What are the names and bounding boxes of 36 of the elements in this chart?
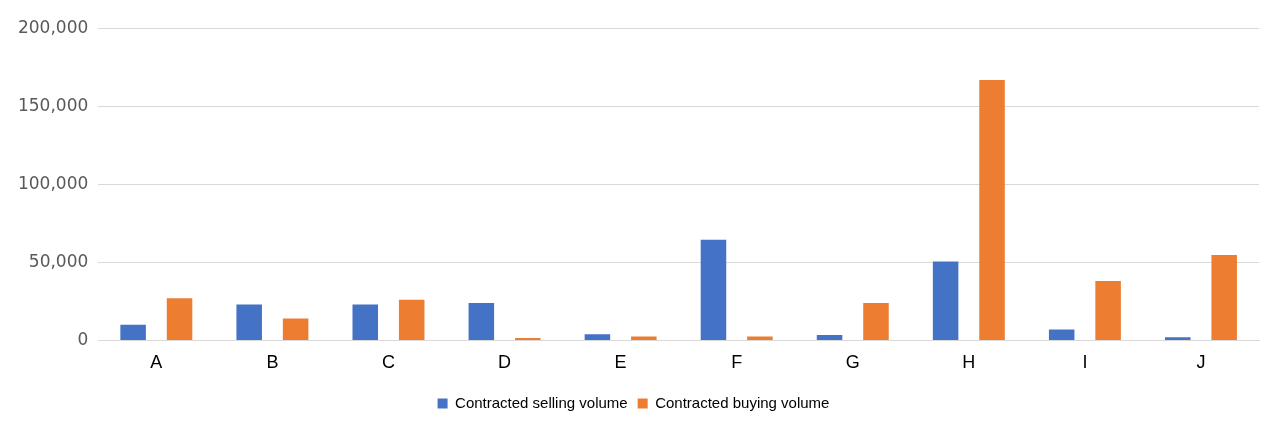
x-tick-label: C xyxy=(381,352,395,373)
bar xyxy=(584,334,611,340)
bar xyxy=(700,239,727,340)
bar xyxy=(1048,329,1075,340)
bar xyxy=(863,302,889,340)
bar xyxy=(120,324,146,340)
bar xyxy=(932,261,959,340)
x-tick-label: G xyxy=(845,352,860,373)
x-tick-label: H xyxy=(962,352,976,373)
bar xyxy=(631,336,657,340)
y-tick-label: 200,000 xyxy=(17,16,89,37)
bar xyxy=(236,304,262,340)
x-tick-label: E xyxy=(614,352,627,373)
x-tick-label: F xyxy=(731,352,743,373)
bar xyxy=(1211,255,1237,340)
bar xyxy=(398,299,425,340)
x-tick-label: A xyxy=(150,352,163,373)
legend-label: Contracted buying volume xyxy=(655,393,830,411)
y-tick-label: 150,000 xyxy=(17,94,89,115)
bar xyxy=(166,298,193,340)
bar xyxy=(979,80,1005,340)
x-tick-label: D xyxy=(498,352,512,373)
x-tick-label: I xyxy=(1082,352,1088,373)
bar xyxy=(1095,281,1121,340)
bar xyxy=(747,336,773,340)
y-tick-label: 0 xyxy=(77,328,89,349)
legend-label: Contracted selling volume xyxy=(455,393,628,411)
bar xyxy=(1164,337,1191,340)
bar xyxy=(468,302,495,340)
y-tick-label: 100,000 xyxy=(17,172,89,193)
y-tick-label: 50,000 xyxy=(28,250,89,271)
x-tick-label: J xyxy=(1196,352,1206,373)
bar xyxy=(816,334,843,340)
x-tick-label: B xyxy=(266,352,279,373)
bar xyxy=(352,304,379,340)
bar xyxy=(282,318,309,340)
